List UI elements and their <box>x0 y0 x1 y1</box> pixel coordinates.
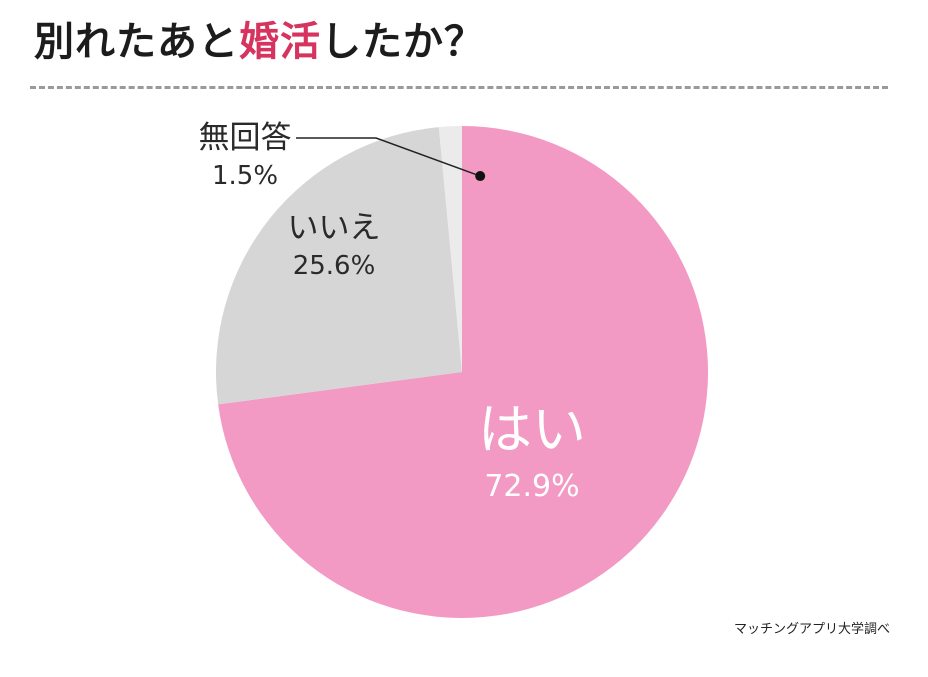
slice-value-label-2: 1.5% <box>212 161 278 191</box>
pie-slice-2 <box>438 126 462 372</box>
slice-value-label-1: 25.6% <box>293 251 376 281</box>
pie-slice-1 <box>216 127 462 405</box>
dashed-divider <box>30 86 888 89</box>
source-note: マッチングアプリ大学調べ <box>733 622 890 637</box>
title-suffix: したか？ <box>321 19 485 65</box>
slice-label-2: 無回答 <box>199 120 292 156</box>
slice-value-label-0: 72.9% <box>484 469 579 504</box>
leader-line <box>296 137 481 177</box>
leader-dot <box>475 171 486 182</box>
pie-slice-0 <box>218 126 709 618</box>
slice-label-0: はい <box>478 398 586 461</box>
title-highlight: 婚活 <box>239 19 321 65</box>
chart-title: 別れたあと婚活したか？ <box>34 14 485 70</box>
slice-label-1: いいえ <box>288 210 381 246</box>
title-prefix: 別れたあと <box>34 19 239 65</box>
